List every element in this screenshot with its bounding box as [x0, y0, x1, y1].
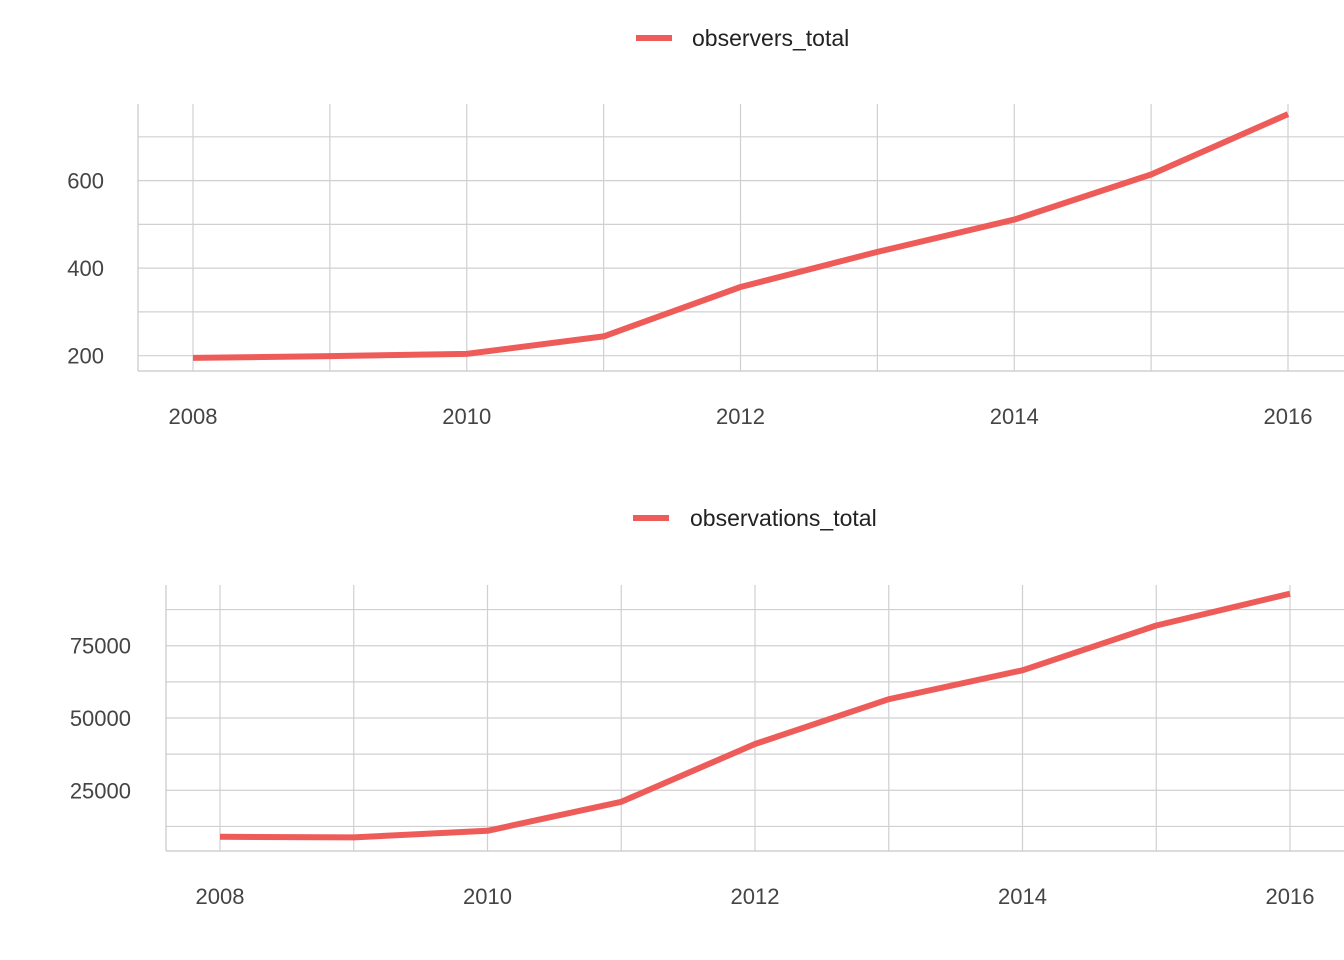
data-point [1287, 591, 1293, 597]
data-point [738, 284, 744, 290]
data-point [752, 741, 758, 747]
legend-label: observers_total [692, 25, 849, 51]
data-point [874, 249, 880, 255]
x-tick-labels: 2008 2010 2012 2014 2016 [169, 404, 1313, 429]
data-point [1148, 171, 1154, 177]
data-point [1285, 111, 1291, 117]
data-point [217, 834, 223, 840]
data-point [886, 696, 892, 702]
y-grid [166, 608, 1344, 828]
data-point [327, 353, 333, 359]
x-tick-label: 2016 [1266, 884, 1315, 909]
series-line-observers_total [192, 111, 1290, 361]
legend: observations_total [633, 505, 877, 531]
y-tick-labels: 200 400 600 [67, 169, 104, 369]
y-tick-labels: 25000 50000 75000 [70, 634, 131, 804]
data-point [464, 351, 470, 357]
data-point [190, 355, 196, 361]
data-point [1020, 667, 1026, 673]
y-tick-label: 600 [67, 169, 104, 194]
data-point [601, 333, 607, 339]
x-tick-labels: 2008 2010 2012 2014 2016 [196, 884, 1315, 909]
x-tick-label: 2012 [716, 404, 765, 429]
x-tick-label: 2008 [169, 404, 218, 429]
x-tick-label: 2008 [196, 884, 245, 909]
y-tick-label: 75000 [70, 634, 131, 659]
observers-chart-panel: observers_total 200 400 600 2008 2010 2012 2014… [67, 25, 1344, 429]
observations-chart-panel: observations_total 25000 50000 75000 2008 201… [70, 505, 1344, 909]
x-tick-label: 2014 [990, 404, 1039, 429]
x-tick-label: 2010 [463, 884, 512, 909]
legend: observers_total [636, 25, 849, 51]
y-tick-label: 400 [67, 256, 104, 281]
data-point [1153, 622, 1159, 628]
data-point [618, 799, 624, 805]
series-line-observations_total [219, 590, 1291, 841]
x-grid [192, 104, 1289, 371]
x-tick-label: 2012 [731, 884, 780, 909]
y-tick-label: 25000 [70, 778, 131, 803]
x-tick-label: 2014 [998, 884, 1047, 909]
legend-label: observations_total [690, 505, 877, 531]
y-tick-label: 200 [67, 344, 104, 369]
data-point [1011, 217, 1017, 223]
y-tick-label: 50000 [70, 706, 131, 731]
x-tick-label: 2016 [1264, 404, 1313, 429]
data-point [351, 834, 357, 840]
x-tick-label: 2010 [442, 404, 491, 429]
data-point [485, 828, 491, 834]
